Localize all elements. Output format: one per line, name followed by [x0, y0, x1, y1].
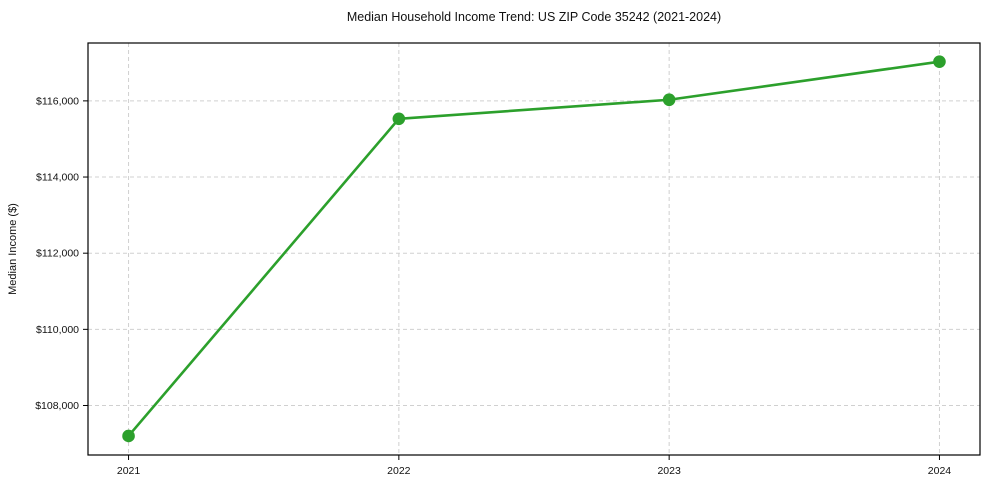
y-axis-label: Median Income ($) [7, 203, 19, 295]
y-tick-label: $116,000 [36, 95, 79, 107]
x-tick-label: 2024 [928, 465, 952, 477]
y-tick-label: $110,000 [36, 324, 79, 336]
gridlines [88, 43, 980, 455]
data-point-2021 [122, 429, 135, 443]
x-tick-label: 2021 [117, 465, 141, 477]
data-point-2022 [392, 112, 406, 126]
x-tick-label: 2022 [387, 465, 411, 477]
data-point-2023 [662, 93, 676, 107]
y-tick-label: $114,000 [36, 172, 79, 184]
x-tick-label: 2023 [657, 465, 681, 477]
trend-line [127, 60, 941, 438]
data-point-2024 [933, 55, 946, 68]
chart-title: Median Household Income Trend: US ZIP Co… [347, 10, 721, 24]
y-tick-label: $108,000 [35, 400, 79, 412]
y-tick-label: $112,000 [36, 248, 79, 260]
axes: 2021 2022 2023 2024 $108,000 $110,000 $112,000… [35, 42, 981, 477]
plot-border [87, 42, 981, 456]
income-trend-series [122, 55, 946, 443]
